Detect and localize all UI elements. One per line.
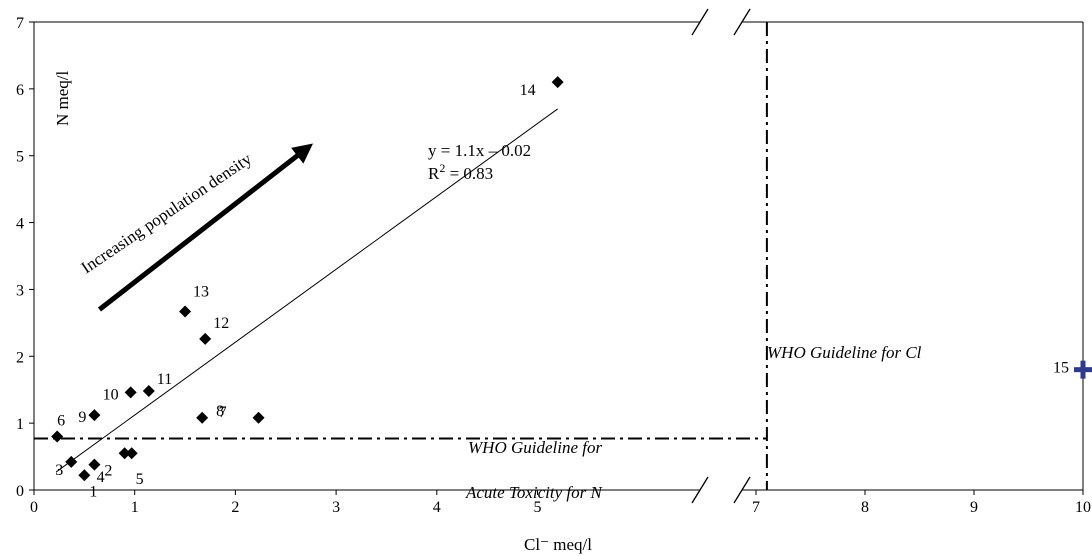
y-tick-label: 7 <box>16 15 24 32</box>
point-label-2: 2 <box>104 463 112 480</box>
who-n-guideline-label-line1: WHO Guideline for <box>468 438 602 457</box>
x-tick-label: 10 <box>1075 499 1091 516</box>
data-point-5 <box>125 447 138 460</box>
y-tick-label: 1 <box>16 416 24 433</box>
point-label-7: 7 <box>219 404 227 421</box>
point-label-12: 12 <box>213 315 229 332</box>
data-point-3 <box>65 455 78 468</box>
r2-value: = 0.83 <box>445 164 493 183</box>
point-label-1: 1 <box>89 483 97 500</box>
trendline-r2: R2 = 0.83 <box>428 161 493 183</box>
point-label-11: 11 <box>157 371 172 388</box>
x-tick-label: 0 <box>30 499 38 516</box>
data-point-7 <box>252 411 265 424</box>
y-axis-label: N meq/l <box>53 70 72 126</box>
data-point-4 <box>118 447 131 460</box>
data-point-14 <box>551 76 564 89</box>
y-tick-label: 5 <box>16 149 24 166</box>
point-label-4: 4 <box>97 469 105 486</box>
point-label-6: 6 <box>57 413 65 430</box>
point-label-8: 8 <box>216 403 224 420</box>
y-tick-label: 4 <box>16 216 24 233</box>
x-tick-label: 1 <box>131 499 139 516</box>
trendline-layer <box>55 108 558 473</box>
axis-break-slash <box>733 476 751 504</box>
point-label-5: 5 <box>136 471 144 488</box>
who-n-guideline-label-line2: Acute Toxicity for N <box>465 483 603 502</box>
x-tick-label: 9 <box>970 499 978 516</box>
data-point-6 <box>51 430 64 443</box>
x-tick-label: 5 <box>534 499 542 516</box>
x-tick-label: 4 <box>433 499 441 516</box>
guideline-layer <box>34 22 768 490</box>
point-label-10: 10 <box>103 386 119 403</box>
data-point-1 <box>78 469 91 482</box>
data-point-15-v <box>1080 360 1086 379</box>
data-point-10 <box>124 386 137 399</box>
axis-break-slash <box>691 476 709 504</box>
point-label-15: 15 <box>1053 360 1069 377</box>
y-tick-label: 2 <box>16 349 24 366</box>
plot-frame <box>33 8 1084 504</box>
data-point-9 <box>88 409 101 422</box>
y-tick-label: 3 <box>16 282 24 299</box>
data-point-11 <box>142 385 155 398</box>
data-point-12 <box>199 332 212 345</box>
point-label-3: 3 <box>55 462 63 479</box>
x-tick-label: 3 <box>332 499 340 516</box>
x-tick-label: 2 <box>231 499 239 516</box>
trendline <box>55 108 558 473</box>
population-density-arrow <box>97 143 314 312</box>
point-label-9: 9 <box>78 409 86 426</box>
axis-break-slash <box>733 8 751 36</box>
who-cl-guideline-label: WHO Guideline for Cl <box>767 343 922 362</box>
data-point-2 <box>88 458 101 471</box>
y-tick-label: 6 <box>16 82 24 99</box>
points-layer <box>51 76 1092 482</box>
trendline-equation: y = 1.1x – 0.02 <box>428 141 531 160</box>
point-label-13: 13 <box>193 283 209 300</box>
r2-prefix: R <box>428 164 440 183</box>
x-axis-label: Cl⁻ meq/l <box>524 535 592 554</box>
x-tick-label: 8 <box>861 499 869 516</box>
x-tick-label: 7 <box>752 499 760 516</box>
data-point-8 <box>196 411 209 424</box>
y-tick-label: 0 <box>16 483 24 500</box>
data-point-13 <box>179 305 192 318</box>
point-label-14: 14 <box>520 82 536 99</box>
r2-superscript: 2 <box>439 161 445 175</box>
axis-break-slash <box>691 8 709 36</box>
